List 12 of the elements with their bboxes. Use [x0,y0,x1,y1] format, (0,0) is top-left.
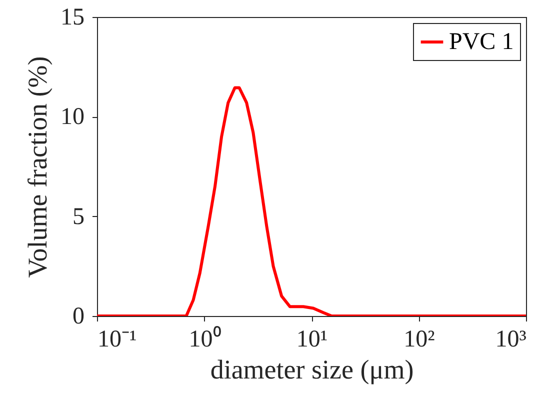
y-tick-label: 5 [72,204,84,230]
x-tick-label: 10⁻¹ [98,326,137,352]
x-tick-label: 10¹ [296,326,328,352]
legend-label: PVC 1 [449,29,514,55]
x-tick-label: 10³ [495,326,526,352]
x-tick-label: 10⁰ [188,326,221,352]
y-tick-label: 0 [72,304,84,330]
x-tick-label: 10² [404,326,435,352]
y-tick-label: 15 [60,4,84,30]
x-axis-title: diameter size (μm) [210,354,414,384]
y-tick-label: 10 [60,104,84,130]
y-axis-title: Volume fraction (%) [22,56,52,278]
